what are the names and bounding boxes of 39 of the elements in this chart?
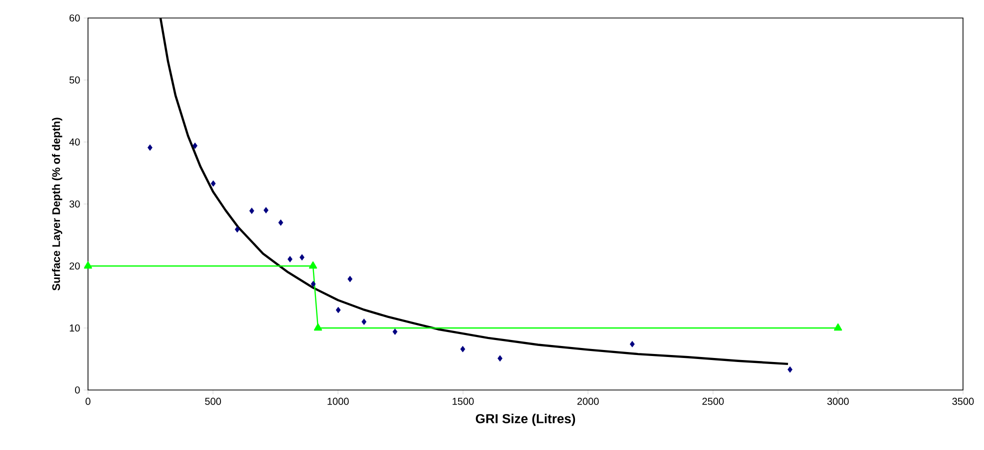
y-tick-label: 20 [70,262,80,270]
point [264,207,268,214]
point [249,208,254,214]
point [234,226,240,233]
point [348,276,352,282]
point [788,366,792,373]
x-tick-label: 2000 [577,398,599,405]
x-tick-label: 0 [86,398,90,405]
x-tick-label: 3000 [827,398,849,405]
point [308,261,318,269]
point [288,256,292,262]
point [834,323,842,331]
point [310,280,316,288]
x-tick-label: 3500 [952,398,974,405]
x-tick-label: 1500 [452,398,474,405]
y-tick-label: 30 [69,200,80,208]
y-tick-label: 50 [69,76,80,84]
point [630,340,635,348]
x-tick-label: 500 [205,398,221,405]
x-tick-label: 1000 [328,398,349,405]
y-tick-label: 60 [70,14,80,22]
point [460,346,466,352]
point [362,318,366,325]
point [192,142,198,149]
point [278,219,284,226]
point [84,261,92,269]
point [498,355,502,362]
y-tick-label: 40 [69,138,80,146]
y-tick-label: 0 [75,386,80,394]
y-tick-label: 10 [70,324,80,332]
point [300,254,304,261]
point [336,306,341,314]
y-axis-title: Surface Layer Depth (% of depth) [52,118,62,290]
point [148,144,152,151]
x-tick-label: 2500 [702,398,724,405]
x-axis-title: GRI Size (Litres) [476,414,576,426]
point [210,180,216,187]
point [392,328,398,335]
point [314,323,322,331]
